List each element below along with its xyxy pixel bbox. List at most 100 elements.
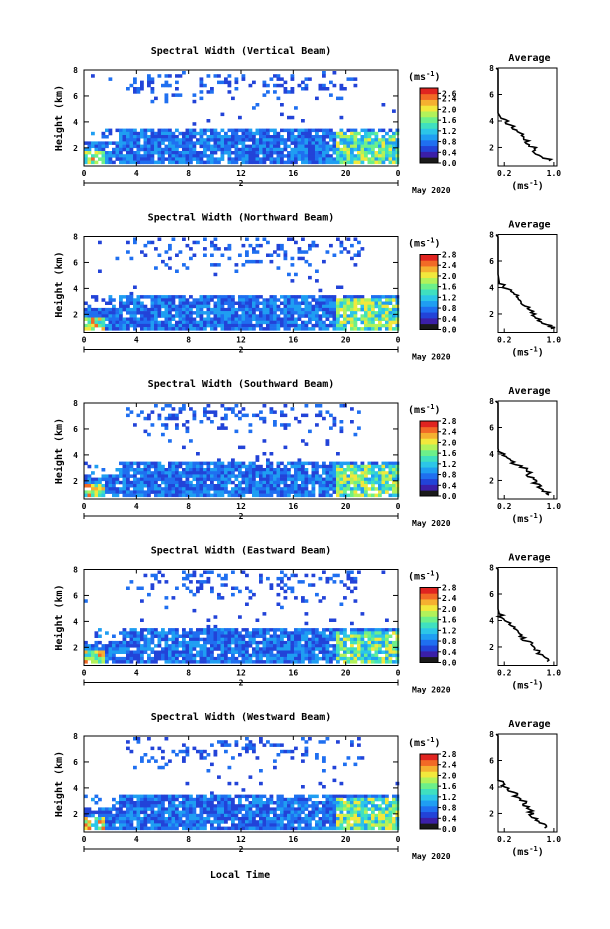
y-tick-label: 8 (73, 399, 78, 408)
y-axis-label: Height (km) (53, 85, 65, 151)
colorbar-tick-label: 1.6 (442, 116, 457, 125)
colorbar-segment (420, 771, 438, 778)
y-tick-label: 8 (73, 233, 78, 242)
y-tick-label: 4 (73, 784, 78, 793)
avg-frame (497, 234, 558, 333)
y-tick-label: 2 (73, 643, 78, 652)
avg-y-tick-label: 2 (489, 809, 494, 818)
avg-y-tick-label: 2 (489, 643, 494, 652)
colorbar-unit-exp: -1 (426, 403, 434, 411)
colorbar-segment (420, 490, 438, 497)
x-tick-label: 4 (134, 669, 139, 678)
colorbar-segment (420, 432, 438, 439)
colorbar-segment (420, 811, 438, 818)
colorbar-segment (420, 421, 438, 428)
colorbar-segment (420, 111, 438, 118)
colorbar-tick-label: 0.4 (442, 814, 457, 823)
avg-profile-line (495, 566, 550, 663)
date-label: May 2020 (412, 353, 451, 362)
colorbar-tick-label: 2.4 (442, 761, 457, 770)
x-tick-label: 20 (341, 336, 351, 345)
panel-title: Spectral Width (Westward Beam) (151, 711, 332, 723)
x-tick-label: 8 (186, 336, 191, 345)
x-tick-label: 0 (396, 502, 401, 511)
panel-title: Spectral Width (Eastward Beam) (151, 545, 332, 557)
colorbar-segment (420, 754, 438, 761)
colorbar-segment (420, 616, 438, 623)
y-tick-label: 8 (73, 566, 78, 575)
colorbar-tick-label: 2.4 (442, 428, 457, 437)
colorbar-tick-label: 2.0 (442, 272, 457, 281)
colorbar-tick-label: 2.4 (442, 261, 457, 270)
panel-5: Spectral Width (Westward Beam)0 4 8 12 16 20 0… (53, 711, 561, 861)
colorbar-segment (420, 151, 438, 158)
colorbar-segment (420, 266, 438, 273)
colorbar-tick-label: 0.8 (442, 804, 457, 813)
avg-x-label: (ms-1) (511, 179, 544, 192)
x-tick-label: 20 (341, 502, 351, 511)
x-tick-label: 12 (236, 336, 246, 345)
avg-x-tick-label: 1.0 (547, 502, 562, 511)
avg-x-label: (ms-1) (511, 845, 544, 858)
avg-y-tick-label: 8 (489, 397, 494, 406)
avg-y-tick-label: 2 (489, 310, 494, 319)
x-tick-label: 8 (186, 169, 191, 178)
colorbar-tick-label: 0.8 (442, 637, 457, 646)
colorbar-tick-label: 1.6 (442, 782, 457, 791)
avg-x-tick-label: 0.2 (497, 169, 512, 178)
colorbar-tick-label: 2.0 (442, 605, 457, 614)
x-tick-label: 4 (134, 169, 139, 178)
x-tick-label: 20 (341, 835, 351, 844)
y-tick-label: 8 (73, 66, 78, 75)
colorbar-tick-label: 1.2 (442, 793, 457, 802)
avg-profile-line (495, 234, 556, 330)
panel-title: Spectral Width (Southward Beam) (148, 378, 335, 390)
colorbar-segment (420, 99, 438, 106)
colorbar-segment (420, 283, 438, 290)
panel-1: Spectral Width (Vertical Beam)0 4 8 12 16 20 0… (53, 45, 561, 195)
colorbar-unit-close: ) (435, 72, 441, 83)
y-tick-label: 2 (73, 144, 78, 153)
heatmap-cells (84, 237, 400, 331)
colorbar-segment (420, 277, 438, 284)
colorbar-frame (419, 420, 439, 497)
panel-4: Spectral Width (Eastward Beam)0 4 8 12 16 20 0… (53, 545, 561, 695)
x-tick-label: 0 (82, 169, 87, 178)
avg-y-tick-label: 4 (489, 783, 494, 792)
avg-frame (497, 400, 558, 500)
avg-y-tick-label: 6 (489, 590, 494, 599)
day-label: 2 (239, 845, 244, 854)
colorbar-tick-label: 0.0 (442, 659, 457, 668)
avg-frame (497, 67, 558, 167)
colorbar-segment (420, 604, 438, 611)
day-label: 2 (239, 346, 244, 355)
x-tick-label: 0 (82, 835, 87, 844)
colorbar-segment (420, 817, 438, 824)
avg-x-label-exp: -1 (529, 179, 537, 187)
x-tick-label: 0 (396, 169, 401, 178)
y-tick-label: 4 (73, 451, 78, 460)
x-tick-label: 0 (396, 835, 401, 844)
colorbar-segment (420, 88, 438, 95)
panels-group: Spectral Width (Vertical Beam)0 4 8 12 16 20 0… (53, 45, 561, 861)
x-tick-label: 4 (134, 835, 139, 844)
x-tick-label: 12 (236, 669, 246, 678)
y-tick-label: 6 (73, 92, 78, 101)
panel-2: Spectral Width (Northward Beam)0 4 8 12 16 20… (53, 212, 561, 362)
avg-y-tick-label: 6 (489, 90, 494, 99)
avg-title: Average (508, 386, 550, 397)
colorbar-segment (420, 777, 438, 784)
colorbar-unit-close: ) (435, 738, 441, 749)
avg-y-tick-label: 4 (489, 283, 494, 292)
colorbar-unit-exp: -1 (426, 570, 434, 578)
colorbar-tick-label: 0.4 (442, 148, 457, 157)
colorbar-segment (420, 306, 438, 313)
colorbar-segment (420, 650, 438, 658)
colorbar-segment (420, 289, 438, 296)
y-axis-label: Height (km) (53, 418, 65, 484)
y-tick-label: 6 (73, 758, 78, 767)
heatmap-cells (84, 570, 400, 664)
avg-x-label: (ms-1) (511, 679, 544, 692)
day-label: 2 (239, 679, 244, 688)
